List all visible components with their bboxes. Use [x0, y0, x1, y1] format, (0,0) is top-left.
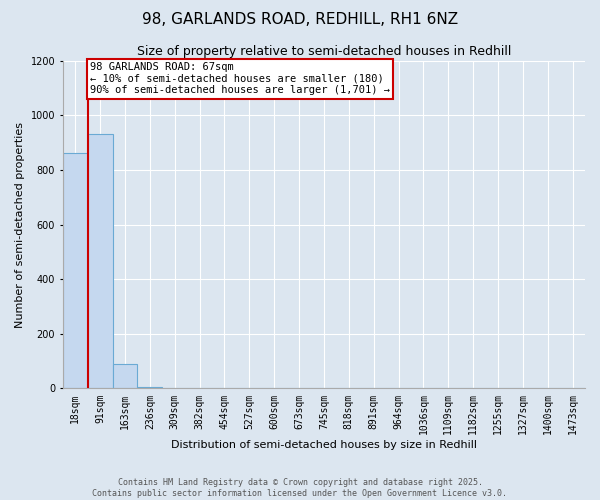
Text: 98 GARLANDS ROAD: 67sqm
← 10% of semi-detached houses are smaller (180)
90% of s: 98 GARLANDS ROAD: 67sqm ← 10% of semi-de…	[90, 62, 390, 96]
Bar	[113, 364, 137, 388]
Text: Contains HM Land Registry data © Crown copyright and database right 2025.
Contai: Contains HM Land Registry data © Crown c…	[92, 478, 508, 498]
Bar	[63, 154, 88, 388]
Y-axis label: Number of semi-detached properties: Number of semi-detached properties	[15, 122, 25, 328]
Title: Size of property relative to semi-detached houses in Redhill: Size of property relative to semi-detach…	[137, 45, 511, 58]
X-axis label: Distribution of semi-detached houses by size in Redhill: Distribution of semi-detached houses by …	[171, 440, 477, 450]
Bar	[137, 387, 162, 388]
Bar	[88, 134, 113, 388]
Text: 98, GARLANDS ROAD, REDHILL, RH1 6NZ: 98, GARLANDS ROAD, REDHILL, RH1 6NZ	[142, 12, 458, 28]
